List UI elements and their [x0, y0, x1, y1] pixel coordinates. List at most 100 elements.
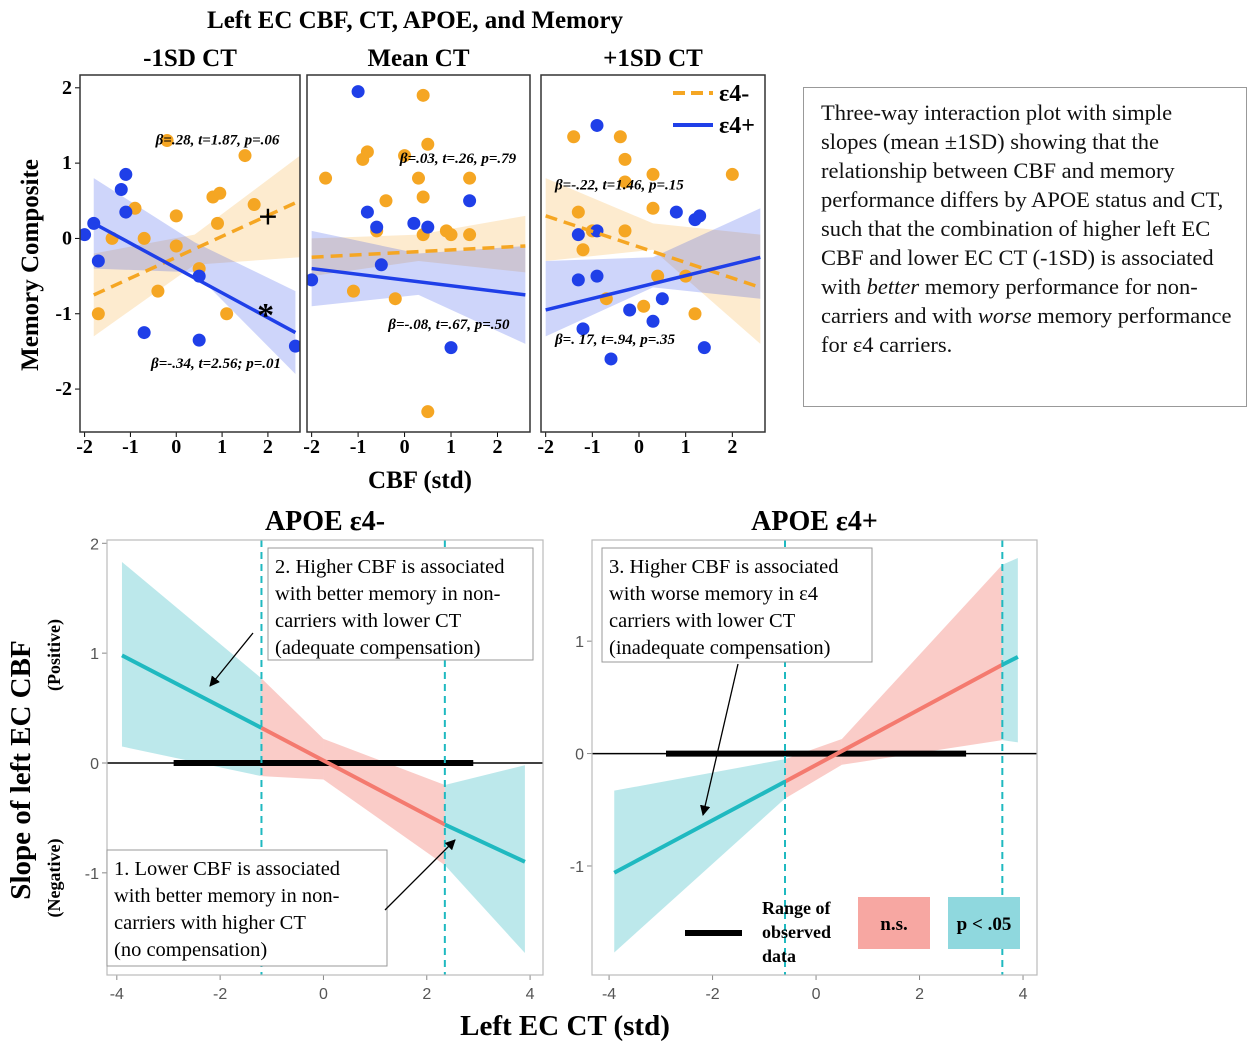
point [590, 118, 604, 132]
point [114, 182, 128, 196]
y-tick-label: -2 [55, 378, 72, 400]
legend-swatch [948, 897, 1020, 949]
panel-frame [591, 539, 1038, 976]
point [169, 239, 183, 253]
point [613, 130, 627, 144]
point [238, 149, 252, 163]
stats-label: β=-.22, t=1.46, p=.15 [554, 177, 684, 193]
slope-line [121, 653, 263, 730]
point [288, 339, 300, 353]
point [567, 130, 581, 144]
point [211, 216, 224, 230]
point [91, 254, 105, 268]
point [725, 167, 739, 181]
note-text: 1. Lower CBF is associated [114, 858, 340, 880]
x-tick-label: 0 [812, 986, 821, 1003]
x-tick-label: -2 [213, 986, 227, 1003]
point [688, 307, 702, 321]
confidence-band [1002, 557, 1018, 743]
point [137, 231, 151, 245]
note-text: carriers with higher CT [114, 912, 306, 934]
confidence-band [614, 759, 786, 953]
note-box [601, 547, 873, 663]
caption-text: worse [977, 303, 1032, 328]
panel-frame [106, 539, 544, 976]
point [360, 205, 374, 219]
point [655, 292, 669, 306]
y-tick-label: 2 [62, 77, 72, 99]
x-tick-label: 0 [634, 436, 644, 458]
point [571, 228, 585, 242]
stats-label: β=.28, t=1.87, p=.06 [155, 132, 280, 148]
legend-label: Range of [762, 898, 831, 918]
point [119, 205, 133, 219]
confidence-band [444, 765, 525, 954]
x-tick-label: -1 [584, 436, 601, 458]
x-tick-label: 1 [681, 436, 691, 458]
caption: Three-way interaction plot with simple s… [803, 87, 1247, 407]
point [576, 322, 590, 336]
caption-text: memory performance for ε4 carriers. [821, 303, 1232, 357]
point [91, 307, 105, 321]
legend-label: ε4+ [719, 113, 755, 139]
point [444, 228, 458, 242]
note-text: with better memory in non- [114, 885, 340, 907]
x-tick-label: -4 [602, 986, 616, 1003]
caption-text: memory performance for non-carriers and … [821, 274, 1198, 328]
panel-title: Mean CT [367, 45, 469, 72]
point [346, 284, 360, 298]
plot-area [545, 118, 761, 366]
point [360, 145, 374, 159]
point [220, 307, 234, 321]
y-tick-label: -1 [55, 303, 72, 325]
point [697, 341, 711, 355]
confidence-band [121, 561, 262, 777]
arrow [384, 839, 456, 911]
point [463, 194, 477, 208]
point [463, 228, 477, 242]
panel-frame [79, 74, 301, 433]
y-axis-label: Memory Composite [17, 159, 44, 371]
point [693, 209, 707, 223]
confidence-band [93, 178, 296, 375]
point [463, 171, 477, 185]
stats-label: β=-.08, t=.67, p=.50 [387, 317, 510, 333]
point [623, 303, 637, 317]
caption-text: better [866, 274, 920, 299]
x-tick-label: -1 [350, 436, 367, 458]
point [646, 201, 660, 215]
stats-label: β=-.34, t=2.56; p=.01 [150, 356, 281, 372]
point [571, 273, 585, 287]
x-tick-label: -2 [303, 436, 320, 458]
legend-label: n.s. [880, 914, 907, 935]
x-tick-label: 0 [319, 986, 328, 1003]
x-tick-label: -1 [122, 436, 139, 458]
arrow [700, 663, 739, 817]
x-tick-label: 2 [727, 436, 737, 458]
point [416, 88, 430, 102]
x-tick-label: 2 [915, 986, 924, 1003]
plot-area [592, 540, 1037, 975]
note-text: (inadequate compensation) [609, 637, 830, 659]
annotation: + [258, 199, 277, 236]
x-tick-label: 1 [446, 436, 456, 458]
point [590, 269, 604, 283]
point [412, 171, 425, 185]
x-axis-label: CBF (std) [368, 467, 472, 494]
legend-label: ε4- [719, 81, 749, 107]
y-tick-label: 0 [575, 747, 584, 764]
annotation: * [257, 297, 274, 334]
x-tick-label: -2 [76, 436, 93, 458]
x-tick-label: 2 [422, 986, 431, 1003]
point [379, 194, 393, 208]
point [669, 205, 683, 219]
y-tick-label: 1 [62, 152, 72, 174]
y-tick-label: -1 [570, 859, 584, 876]
note-text: carriers with lower CT [275, 610, 462, 632]
x-tick-label: 2 [263, 436, 273, 458]
point [398, 149, 412, 163]
x-tick-label: 2 [492, 436, 502, 458]
note-text: (adequate compensation) [275, 637, 480, 659]
